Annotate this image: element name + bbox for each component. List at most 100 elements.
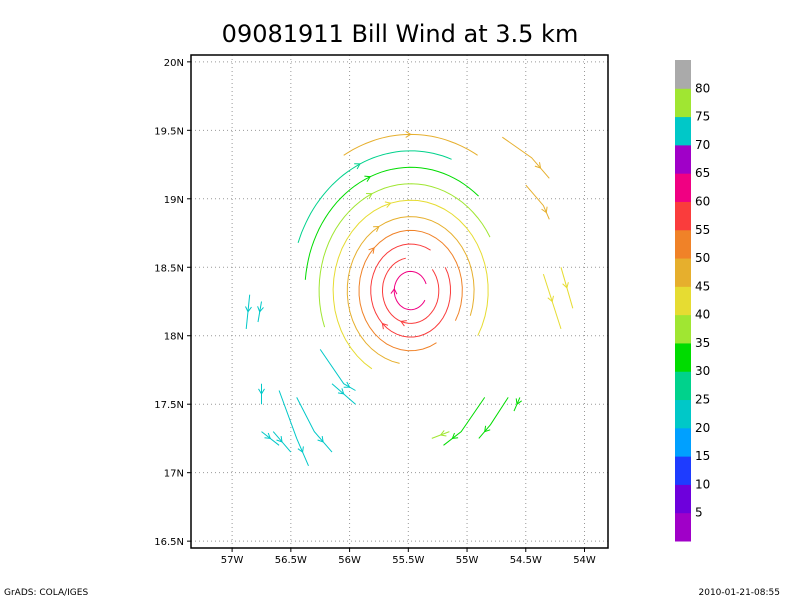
footer-timestamp: 2010-01-21-08:55 bbox=[698, 588, 781, 598]
streamline-arrow bbox=[343, 381, 351, 388]
y-tick-label: 19N bbox=[164, 195, 184, 206]
streamline-arrow bbox=[264, 432, 272, 439]
streamline-arrow bbox=[484, 425, 491, 433]
colorbar-label: 15 bbox=[695, 449, 710, 463]
streamline-arrow bbox=[439, 430, 447, 437]
streamline-segment bbox=[502, 136, 550, 179]
streamline-arc bbox=[381, 257, 440, 324]
streamline-arc bbox=[343, 133, 478, 156]
streamline-segment bbox=[278, 390, 309, 466]
colorbar-segment bbox=[675, 427, 691, 457]
streamline-arc bbox=[304, 166, 479, 280]
colorbar-segment bbox=[675, 88, 691, 118]
x-tick-label: 55W bbox=[456, 555, 479, 566]
colorbar-segment bbox=[675, 399, 691, 429]
footer-credit: GrADS: COLA/IGES bbox=[4, 588, 89, 598]
y-tick-label: 17.5N bbox=[154, 400, 184, 411]
streamline-arrow bbox=[562, 282, 569, 289]
streamline-arrow bbox=[515, 398, 522, 406]
streamline-segment bbox=[319, 349, 356, 391]
streamline-arc bbox=[318, 183, 491, 328]
plot-frame bbox=[190, 54, 609, 549]
y-axis-ticks: 20N 19.5N 19N 18.5N 18N 17.5N 17N 16.5N bbox=[154, 58, 191, 548]
colorbar: 5 10 15 20 25 30 35 40 45 50 55 60 65 70 75 80 bbox=[675, 60, 710, 542]
y-tick-label: 16.5N bbox=[154, 537, 184, 548]
streamline-arrow bbox=[366, 193, 373, 200]
streamline-arrow bbox=[317, 436, 324, 443]
colorbar-label: 65 bbox=[695, 166, 710, 180]
x-tick-label: 56.5W bbox=[275, 555, 307, 566]
y-tick-label: 20N bbox=[164, 58, 184, 69]
colorbar-label: 70 bbox=[695, 138, 710, 152]
streamline-arrow bbox=[368, 247, 375, 254]
streamline-segment bbox=[525, 184, 550, 220]
colorbar-label: 10 bbox=[695, 477, 710, 491]
colorbar-segment bbox=[675, 173, 691, 202]
colorbar-segment bbox=[675, 314, 691, 344]
colorbar-segment bbox=[675, 286, 691, 316]
colorbar-label: 55 bbox=[695, 223, 710, 237]
colorbar-segment bbox=[675, 342, 691, 372]
streamline-arrow bbox=[384, 201, 392, 208]
streamline-arrow bbox=[245, 306, 252, 313]
chart-title: 09081911 Bill Wind at 3.5 km bbox=[222, 20, 579, 48]
colorbar-label: 20 bbox=[695, 421, 710, 435]
colorbar-label: 60 bbox=[695, 194, 710, 208]
colorbar-label: 40 bbox=[695, 308, 710, 322]
colorbar-segment bbox=[675, 484, 691, 514]
x-tick-label: 54.5W bbox=[510, 555, 542, 566]
streamline-arrow bbox=[337, 388, 345, 395]
streamline-arc bbox=[393, 270, 427, 311]
x-tick-label: 54W bbox=[573, 555, 596, 566]
streamline-arrow bbox=[534, 162, 542, 169]
streamline-arrow bbox=[257, 306, 264, 313]
colorbar-segment bbox=[675, 201, 691, 231]
streamline-arrow bbox=[297, 446, 304, 453]
streamline-arrow bbox=[276, 436, 283, 443]
streamline-arrow bbox=[354, 163, 361, 170]
colorbar-segment bbox=[675, 60, 691, 89]
colorbar-label: 35 bbox=[695, 336, 710, 350]
colorbar-label: 30 bbox=[695, 364, 710, 378]
colorbar-segment bbox=[675, 116, 691, 146]
y-tick-label: 19.5N bbox=[154, 126, 184, 137]
colorbar-segment bbox=[675, 229, 691, 259]
y-tick-label: 17N bbox=[164, 469, 184, 480]
y-tick-label: 18.5N bbox=[154, 263, 184, 274]
x-tick-label: 57W bbox=[221, 555, 244, 566]
streamline-arrow bbox=[400, 320, 407, 327]
streamline-arc bbox=[358, 229, 463, 352]
colorbar-label: 45 bbox=[695, 279, 710, 293]
colorbar-label: 25 bbox=[695, 393, 710, 407]
streamline-arrow bbox=[405, 130, 412, 138]
streamline-arrow bbox=[258, 388, 265, 395]
streamline-arc bbox=[332, 199, 489, 370]
streamline-segment bbox=[478, 397, 509, 439]
streamlines bbox=[245, 130, 574, 466]
colorbar-segment bbox=[675, 371, 691, 401]
y-tick-label: 18N bbox=[164, 332, 184, 343]
streamline-arrow bbox=[390, 287, 398, 295]
colorbar-segment bbox=[675, 144, 691, 174]
streamline-arrow bbox=[451, 432, 459, 439]
streamline-arrow bbox=[364, 175, 372, 182]
streamline-arrow bbox=[541, 206, 548, 214]
streamline-arc bbox=[346, 216, 475, 364]
colorbar-label: 5 bbox=[695, 506, 703, 520]
streamline-segment bbox=[443, 397, 486, 446]
x-tick-label: 55.5W bbox=[392, 555, 424, 566]
streamline-arrow bbox=[381, 322, 389, 330]
colorbar-segment bbox=[675, 512, 691, 542]
colorbar-segment bbox=[675, 258, 691, 287]
x-axis-ticks: 57W 56.5W 56W 55.5W 55W 54.5W 54W bbox=[221, 548, 596, 566]
streamline-arrow bbox=[373, 225, 380, 233]
x-tick-label: 56W bbox=[338, 555, 361, 566]
colorbar-label: 50 bbox=[695, 251, 710, 265]
grid-lines bbox=[191, 55, 608, 548]
colorbar-segment bbox=[675, 456, 691, 485]
colorbar-label: 75 bbox=[695, 110, 710, 124]
streamline-arrow bbox=[547, 295, 554, 303]
streamline-arc bbox=[297, 150, 452, 243]
colorbar-label: 80 bbox=[695, 81, 710, 95]
